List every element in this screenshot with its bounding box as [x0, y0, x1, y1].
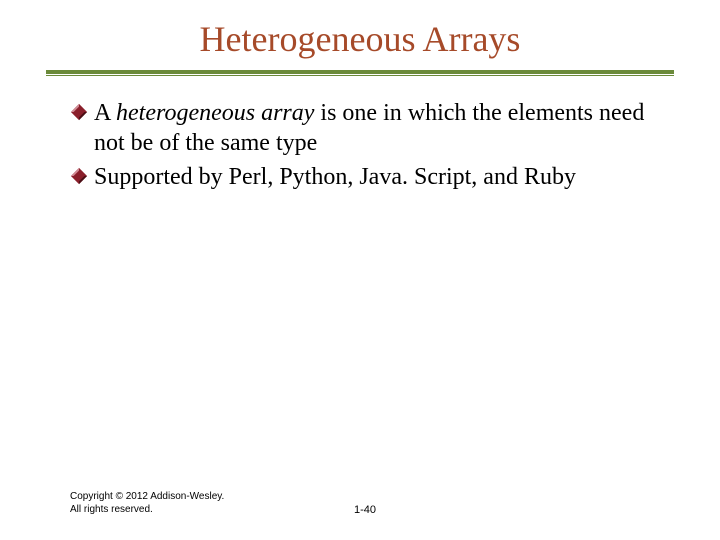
text-prefix: A — [94, 100, 116, 126]
copyright-text: Copyright © 2012 Addison-Wesley. All rig… — [70, 491, 230, 516]
page-number: 1-40 — [354, 504, 376, 516]
text-rest: Supported by Perl, Python, Java. Script,… — [94, 164, 576, 190]
diamond-bullet-icon — [70, 103, 88, 121]
diamond-bullet-icon — [70, 167, 88, 185]
bullet-text: A heterogeneous array is one in which th… — [94, 98, 660, 158]
title-divider-thick — [46, 70, 674, 74]
text-italic: heterogeneous array — [116, 100, 314, 126]
bullet-text: Supported by Perl, Python, Java. Script,… — [94, 162, 576, 192]
content-area: A heterogeneous array is one in which th… — [0, 76, 720, 192]
footer: Copyright © 2012 Addison-Wesley. All rig… — [70, 491, 660, 516]
list-item: A heterogeneous array is one in which th… — [70, 98, 660, 158]
list-item: Supported by Perl, Python, Java. Script,… — [70, 162, 660, 192]
slide-title: Heterogeneous Arrays — [0, 0, 720, 70]
